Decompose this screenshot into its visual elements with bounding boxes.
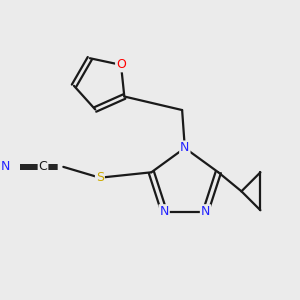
Text: N: N — [0, 160, 10, 173]
Text: N: N — [180, 142, 190, 154]
Text: N: N — [160, 205, 169, 218]
Text: N: N — [201, 205, 210, 218]
Text: O: O — [116, 58, 126, 71]
Text: S: S — [96, 171, 104, 184]
Text: C: C — [39, 160, 47, 173]
